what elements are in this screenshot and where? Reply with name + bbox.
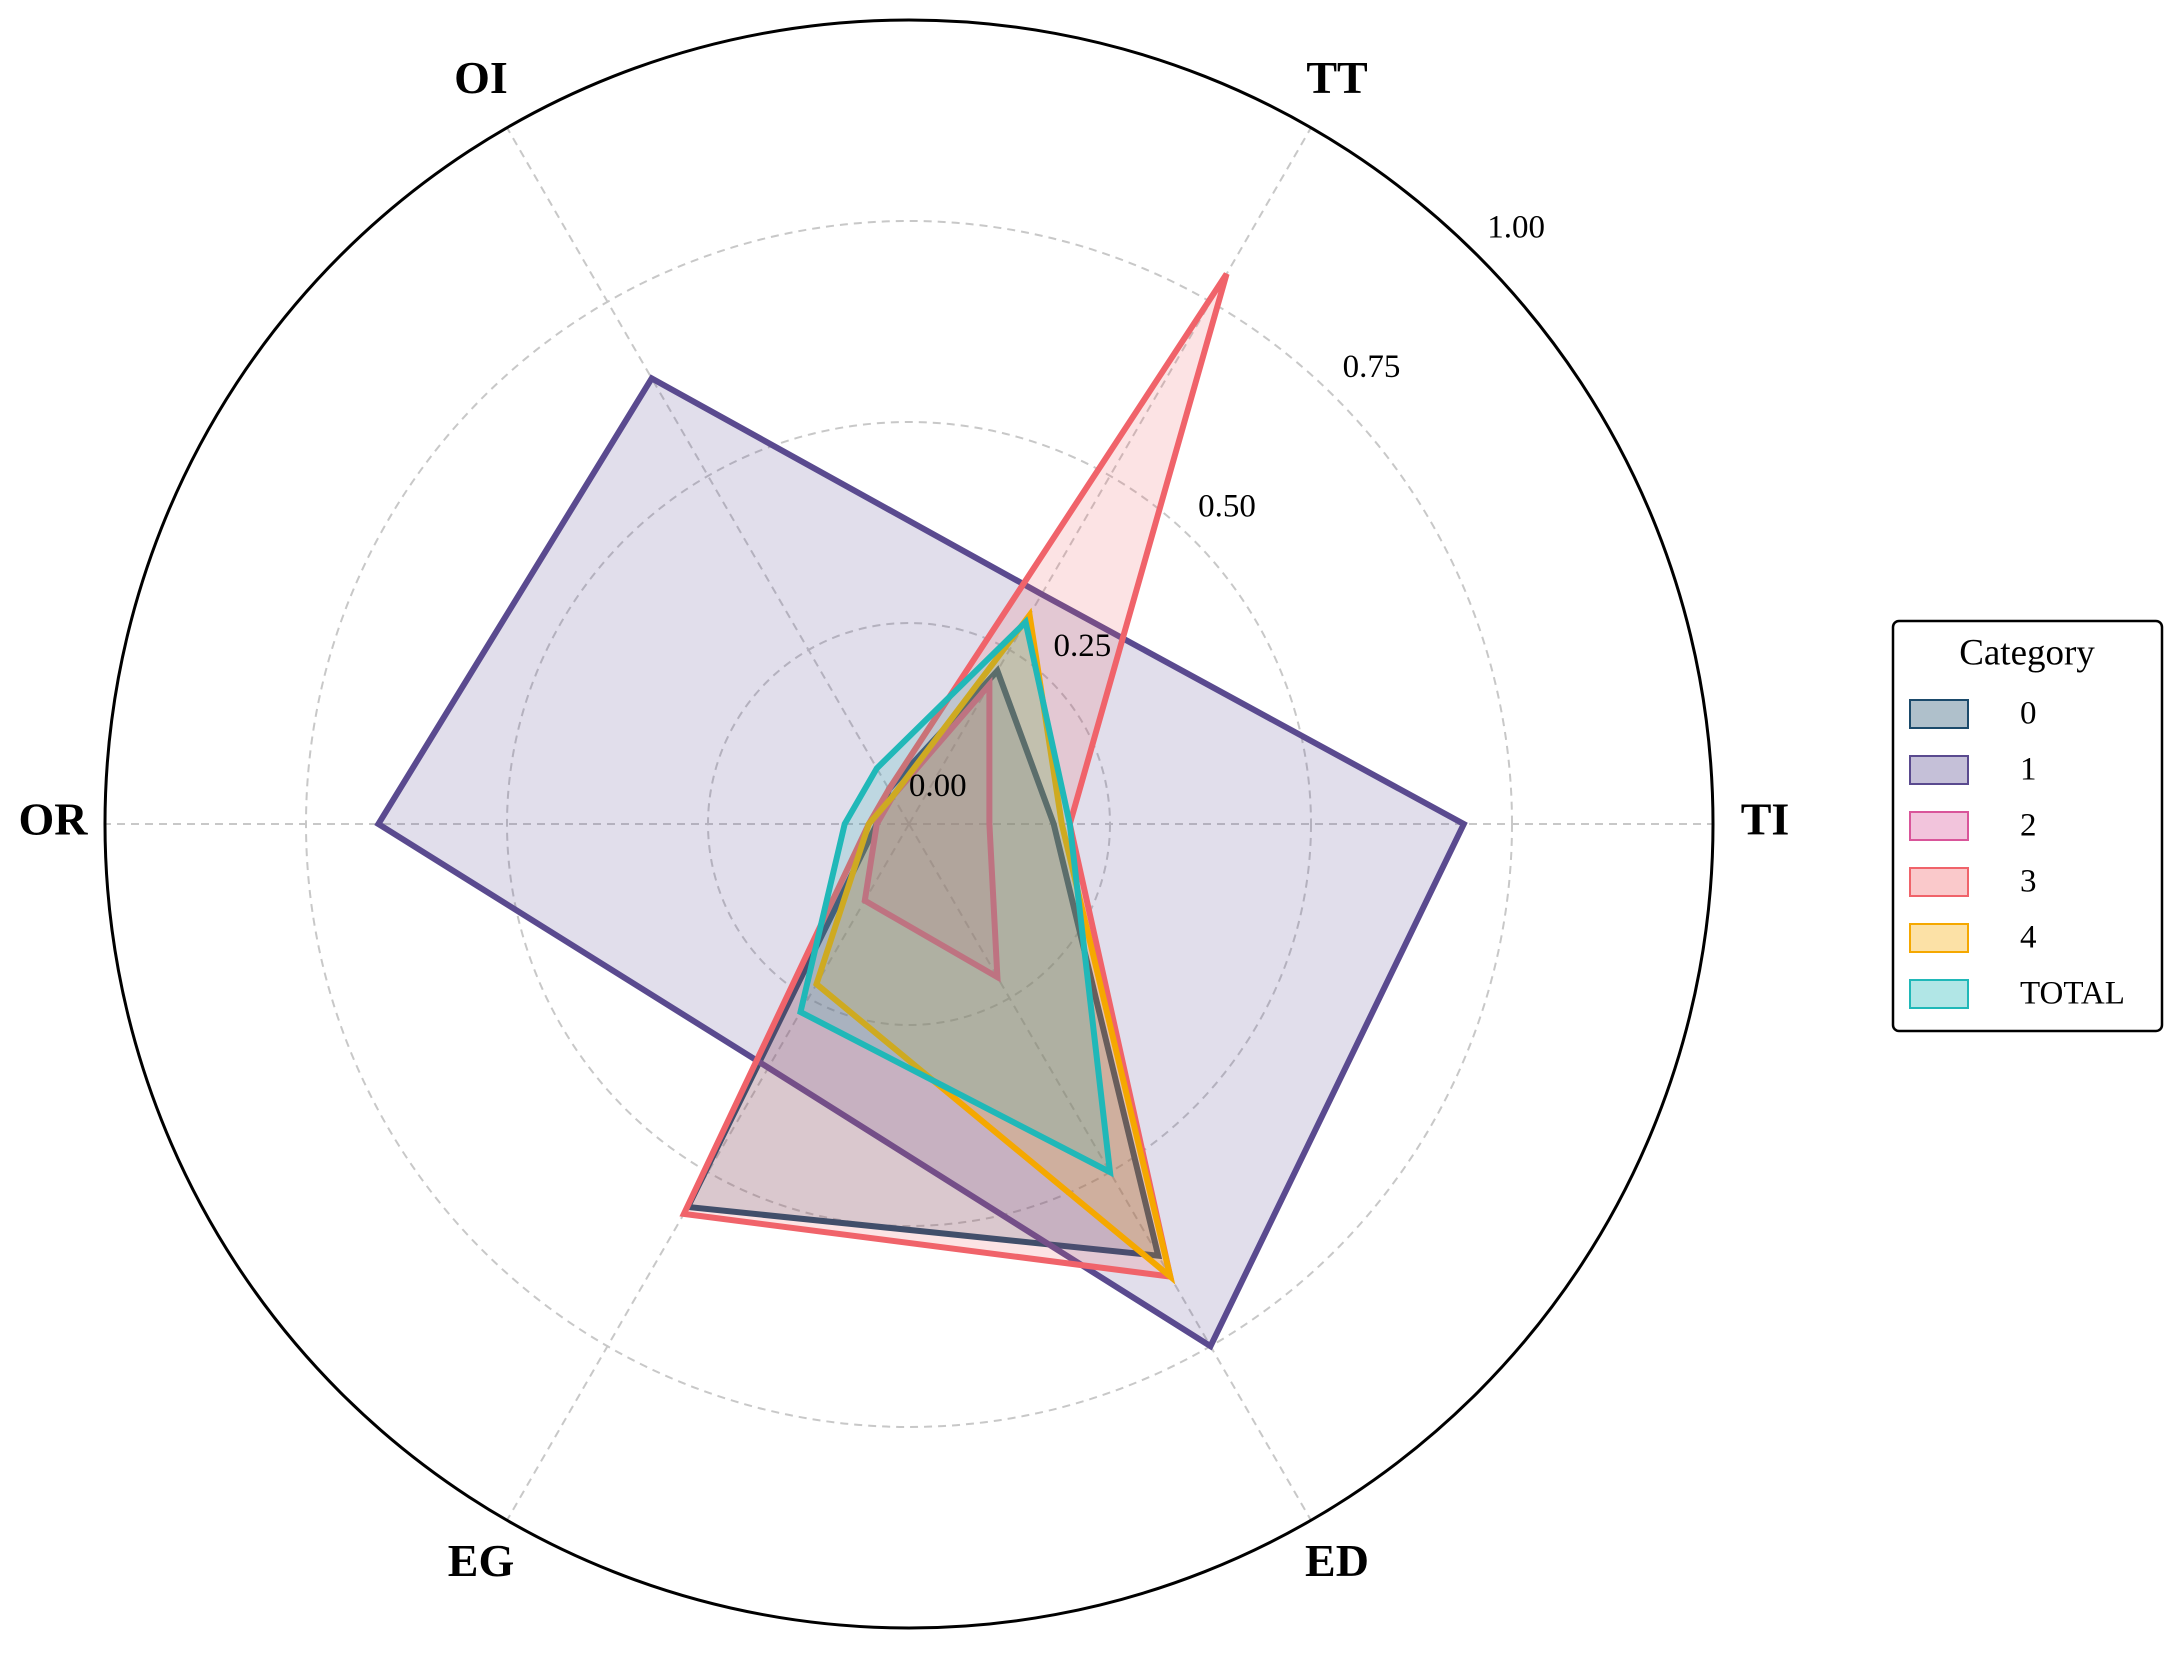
grid-circle <box>707 622 1111 1026</box>
series-polygon <box>797 616 1114 1178</box>
axis-label: OI <box>454 52 508 103</box>
label-layer: TI TT OI OR EG ED 0.00 0.25 0.50 0.75 1.00 <box>19 52 1790 1586</box>
legend-swatch <box>1909 699 1969 729</box>
axis-label: EG <box>448 1535 514 1586</box>
axis-spoke <box>506 127 910 825</box>
tick-label: 0.25 <box>1053 628 1111 664</box>
axis-label: TI <box>1741 794 1790 845</box>
legend-swatch <box>1909 755 1969 785</box>
legend-label: 4 <box>2020 920 2037 956</box>
legend-swatch <box>1909 979 1969 1009</box>
axis-spoke <box>908 127 1312 825</box>
series-polygon <box>374 374 1468 1351</box>
tick-label: 0.00 <box>909 768 967 804</box>
axis-spoke <box>506 823 910 1521</box>
grid-circle <box>305 220 1513 1428</box>
legend-label: 3 <box>2020 864 2037 900</box>
axis-label: TT <box>1306 52 1367 103</box>
legend-label: 0 <box>2020 696 2037 732</box>
series-polygon <box>813 607 1176 1285</box>
outer-circle <box>103 18 1715 1630</box>
tick-label: 0.50 <box>1198 489 1256 525</box>
axis-label: OR <box>19 794 89 845</box>
legend-swatch <box>1909 811 1969 841</box>
axis-spoke <box>908 823 1312 1521</box>
tick-label: 0.75 <box>1343 349 1401 385</box>
legend-title: Category <box>1959 632 2095 673</box>
tick-label: 1.00 <box>1487 209 1545 245</box>
series-polygon <box>861 676 1001 983</box>
axis-label: ED <box>1305 1535 1369 1586</box>
series-layer <box>374 272 1468 1351</box>
legend: Category 0 1 2 3 4 TOTAL <box>1891 619 2164 1033</box>
legend-label: TOTAL <box>2020 976 2125 1012</box>
legend-label: 1 <box>2020 752 2037 788</box>
legend-label: 2 <box>2020 808 2037 844</box>
legend-swatch <box>1909 867 1969 897</box>
grid-circle <box>506 421 1312 1227</box>
grid-layer <box>103 18 1715 1630</box>
legend-box <box>1891 619 2164 1033</box>
legend-swatch <box>1909 923 1969 953</box>
